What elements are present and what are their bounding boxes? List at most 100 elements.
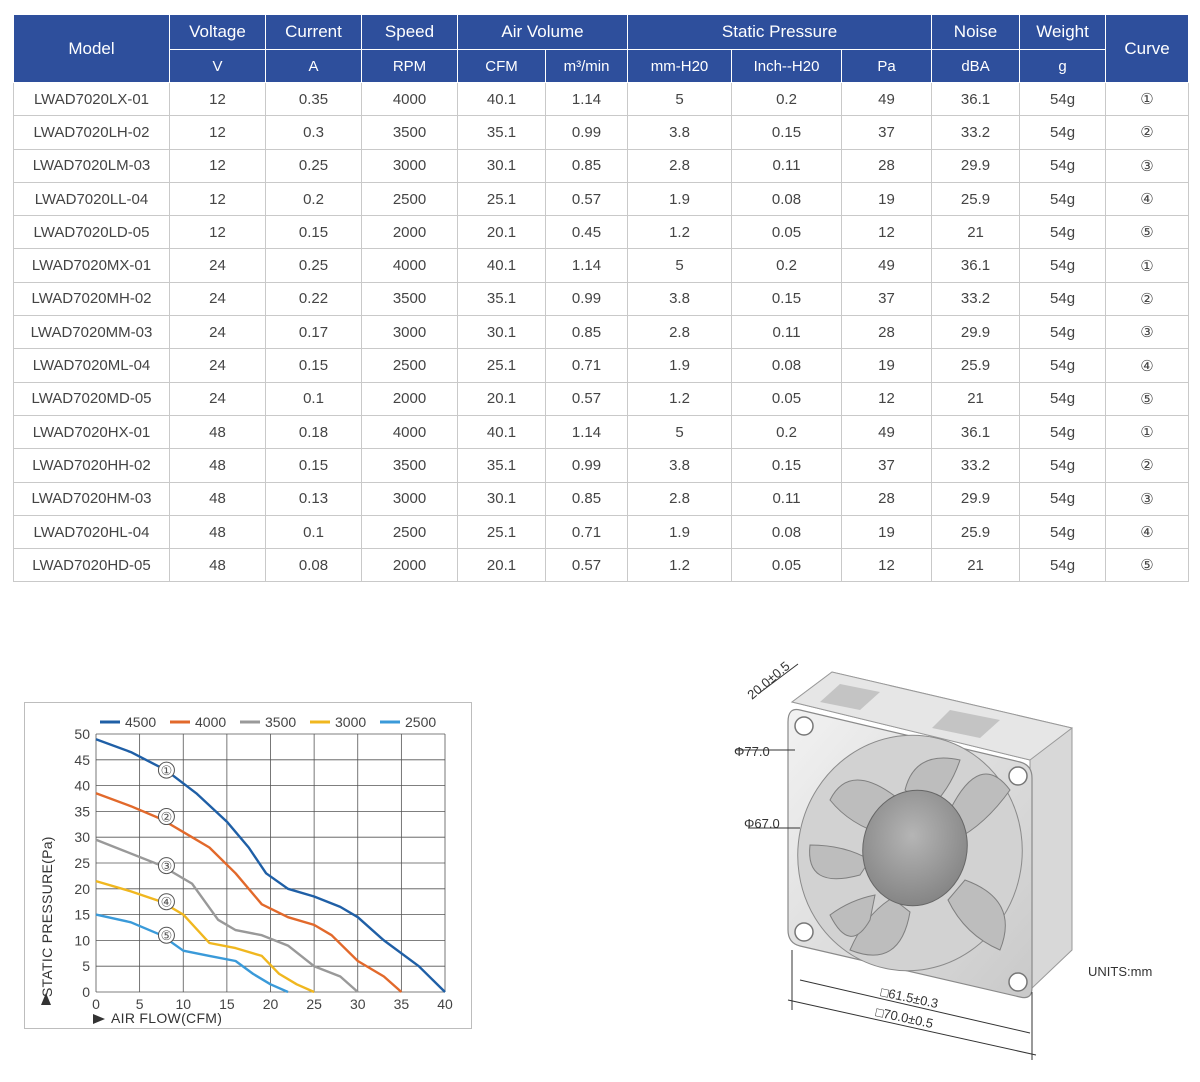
x-tick-label: 30 bbox=[350, 996, 366, 1012]
table-cell: 0.99 bbox=[544, 115, 629, 150]
y-axis-title: STATIC PRESSURE(Pa) bbox=[39, 836, 55, 997]
table-cell: 54g bbox=[1019, 148, 1107, 183]
header-unit: CFM bbox=[457, 49, 546, 83]
table-cell: 36.1 bbox=[931, 414, 1021, 450]
table-cell: 25.9 bbox=[931, 348, 1021, 383]
table-cell: 20.1 bbox=[457, 381, 546, 416]
table-cell: 0.11 bbox=[731, 148, 843, 183]
header-weight: Weight bbox=[1019, 14, 1107, 50]
table-cell: ② bbox=[1105, 281, 1190, 317]
table-cell: 54g bbox=[1019, 115, 1107, 150]
table-cell: 35.1 bbox=[457, 448, 546, 483]
table-cell: 30.1 bbox=[457, 315, 546, 350]
dim-frame-depth: 20.0±0.5 bbox=[744, 658, 792, 702]
y-tick-label: 45 bbox=[74, 752, 90, 768]
table-cell: ① bbox=[1105, 81, 1190, 117]
table-cell: 0.2 bbox=[265, 181, 362, 217]
table-cell: 30.1 bbox=[457, 148, 546, 183]
header-unit: mm-H20 bbox=[627, 49, 733, 83]
table-cell: ④ bbox=[1105, 514, 1190, 550]
table-cell: 1.9 bbox=[627, 181, 733, 217]
table-cell: 12 bbox=[841, 215, 933, 250]
table-cell: 54g bbox=[1019, 248, 1107, 283]
table-cell: 21 bbox=[931, 548, 1021, 583]
header-noise: Noise bbox=[931, 14, 1021, 50]
curve-marker-2500 bbox=[157, 926, 175, 944]
table-cell: ③ bbox=[1105, 481, 1190, 516]
table-cell: 12 bbox=[169, 181, 266, 217]
table-cell: 33.2 bbox=[931, 281, 1021, 317]
model-cell: LWAD7020HM-03 bbox=[13, 481, 170, 516]
table-cell: ② bbox=[1105, 448, 1190, 483]
table-cell: 0.05 bbox=[731, 381, 843, 416]
table-cell: 1.2 bbox=[627, 381, 733, 416]
fan-mounting-holes bbox=[794, 716, 1028, 992]
fan-frame-slot bbox=[932, 710, 1000, 738]
table-cell: 36.1 bbox=[931, 81, 1021, 117]
table-cell: 2000 bbox=[361, 548, 458, 583]
table-row: LWAD7020HX-01 48 0.18 4000 40.1 1.14 5 0.2 49 36.… bbox=[13, 414, 1190, 450]
x-tick-label: 20 bbox=[263, 996, 279, 1012]
table-cell: 19 bbox=[841, 514, 933, 550]
table-cell: 48 bbox=[169, 548, 266, 583]
table-cell: 19 bbox=[841, 181, 933, 217]
table-cell: 54g bbox=[1019, 215, 1107, 250]
table-cell: 24 bbox=[169, 315, 266, 350]
model-cell: LWAD7020LH-02 bbox=[13, 115, 170, 150]
table-cell: 12 bbox=[169, 81, 266, 117]
model-cell: LWAD7020HL-04 bbox=[13, 514, 170, 550]
table-cell: 54g bbox=[1019, 548, 1107, 583]
table-cell: 0.71 bbox=[544, 348, 629, 383]
table-cell: 0.15 bbox=[265, 215, 362, 250]
table-cell: 54g bbox=[1019, 315, 1107, 350]
table-cell: 1.2 bbox=[627, 548, 733, 583]
header-static-pressure: Static Pressure bbox=[627, 14, 933, 50]
table-header: Model Voltage Current Speed Air Volume Static… bbox=[13, 14, 1190, 83]
curve-label-4500: ① bbox=[161, 763, 173, 778]
table-cell: 0.15 bbox=[265, 448, 362, 483]
header-unit: m³/min bbox=[544, 49, 629, 83]
table-cell: 3.8 bbox=[627, 115, 733, 150]
table-cell: 0.25 bbox=[265, 148, 362, 183]
table-body: LWAD7020LX-01 12 0.35 4000 40.1 1.14 5 0.2 49 36.… bbox=[13, 81, 1190, 583]
y-tick-label: 0 bbox=[82, 984, 90, 1000]
y-tick-label: 5 bbox=[82, 958, 90, 974]
header-voltage: Voltage bbox=[169, 14, 266, 50]
table-cell: 0.57 bbox=[544, 381, 629, 416]
x-tick-label: 10 bbox=[175, 996, 191, 1012]
table-cell: ④ bbox=[1105, 348, 1190, 383]
table-cell: 1.9 bbox=[627, 514, 733, 550]
table-cell: 1.2 bbox=[627, 215, 733, 250]
table-cell: 12 bbox=[169, 148, 266, 183]
header-speed: Speed bbox=[361, 14, 458, 50]
table-cell: 0.85 bbox=[544, 315, 629, 350]
table-cell: ③ bbox=[1105, 315, 1190, 350]
model-cell: LWAD7020LL-04 bbox=[13, 181, 170, 217]
table-cell: 0.18 bbox=[265, 414, 362, 450]
table-cell: 0.2 bbox=[731, 414, 843, 450]
table-cell: 0.1 bbox=[265, 514, 362, 550]
table-cell: 25.1 bbox=[457, 348, 546, 383]
table-row: LWAD7020LM-03 12 0.25 3000 30.1 0.85 2.8 0.11 28… bbox=[13, 148, 1190, 183]
y-axis-arrow bbox=[41, 993, 51, 1005]
table-row: LWAD7020HH-02 48 0.15 3500 35.1 0.99 3.8 0.15 37… bbox=[13, 448, 1190, 483]
series-line-3500 bbox=[95, 838, 359, 993]
model-cell: LWAD7020LM-03 bbox=[13, 148, 170, 183]
table-cell: 54g bbox=[1019, 414, 1107, 450]
header-model: Model bbox=[13, 14, 170, 83]
series-line-3000 bbox=[95, 879, 315, 994]
header-unit: g bbox=[1019, 49, 1107, 83]
table-cell: 3500 bbox=[361, 281, 458, 317]
table-cell: 29.9 bbox=[931, 148, 1021, 183]
model-cell: LWAD7020LD-05 bbox=[13, 215, 170, 250]
table-cell: ② bbox=[1105, 115, 1190, 150]
fan-frame-slot bbox=[820, 684, 880, 710]
table-cell: 20.1 bbox=[457, 548, 546, 583]
table-cell: 0.71 bbox=[544, 514, 629, 550]
fan-hub bbox=[862, 789, 968, 907]
table-cell: 33.2 bbox=[931, 115, 1021, 150]
table-cell: 0.2 bbox=[731, 248, 843, 283]
table-cell: 0.22 bbox=[265, 281, 362, 317]
legend-label-4000: 4000 bbox=[195, 714, 226, 730]
table-cell: 1.14 bbox=[544, 414, 629, 450]
